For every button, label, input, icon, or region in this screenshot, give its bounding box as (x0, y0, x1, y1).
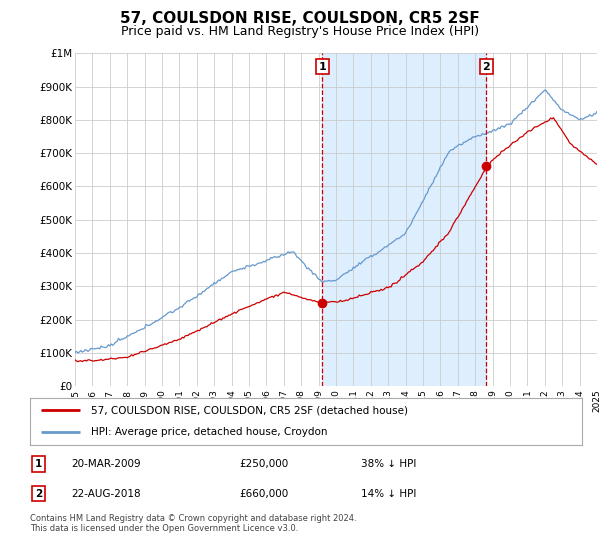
Text: HPI: Average price, detached house, Croydon: HPI: Average price, detached house, Croy… (91, 427, 327, 437)
Text: 14% ↓ HPI: 14% ↓ HPI (361, 488, 416, 498)
Text: 2: 2 (35, 488, 42, 498)
Text: £250,000: £250,000 (240, 459, 289, 469)
Text: 20-MAR-2009: 20-MAR-2009 (71, 459, 141, 469)
Bar (322, 53, 487, 386)
Text: Contains HM Land Registry data © Crown copyright and database right 2024.
This d: Contains HM Land Registry data © Crown c… (30, 514, 356, 533)
Text: 57, COULSDON RISE, COULSDON, CR5 2SF: 57, COULSDON RISE, COULSDON, CR5 2SF (120, 11, 480, 26)
Text: Price paid vs. HM Land Registry's House Price Index (HPI): Price paid vs. HM Land Registry's House … (121, 25, 479, 38)
Text: 38% ↓ HPI: 38% ↓ HPI (361, 459, 416, 469)
Text: 22-AUG-2018: 22-AUG-2018 (71, 488, 141, 498)
Text: £660,000: £660,000 (240, 488, 289, 498)
Text: 1: 1 (35, 459, 42, 469)
Text: 2: 2 (482, 62, 490, 72)
Text: 1: 1 (319, 62, 326, 72)
Text: 57, COULSDON RISE, COULSDON, CR5 2SF (detached house): 57, COULSDON RISE, COULSDON, CR5 2SF (de… (91, 405, 408, 416)
